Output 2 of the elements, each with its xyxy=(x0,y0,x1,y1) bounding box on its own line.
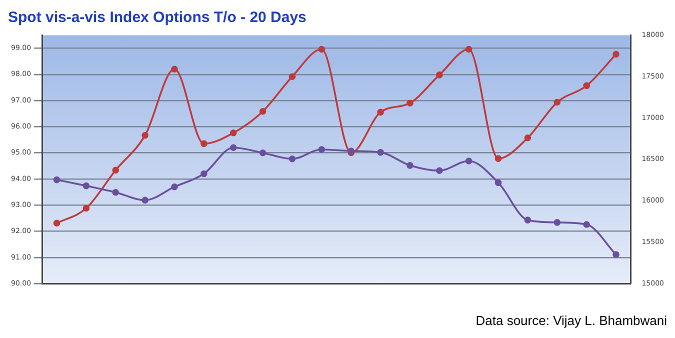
source-note: Data source: Vijay L. Bhambwani xyxy=(476,312,667,330)
chart-title: Spot vis-a-vis Index Options T/o - 20 Days xyxy=(8,8,308,28)
